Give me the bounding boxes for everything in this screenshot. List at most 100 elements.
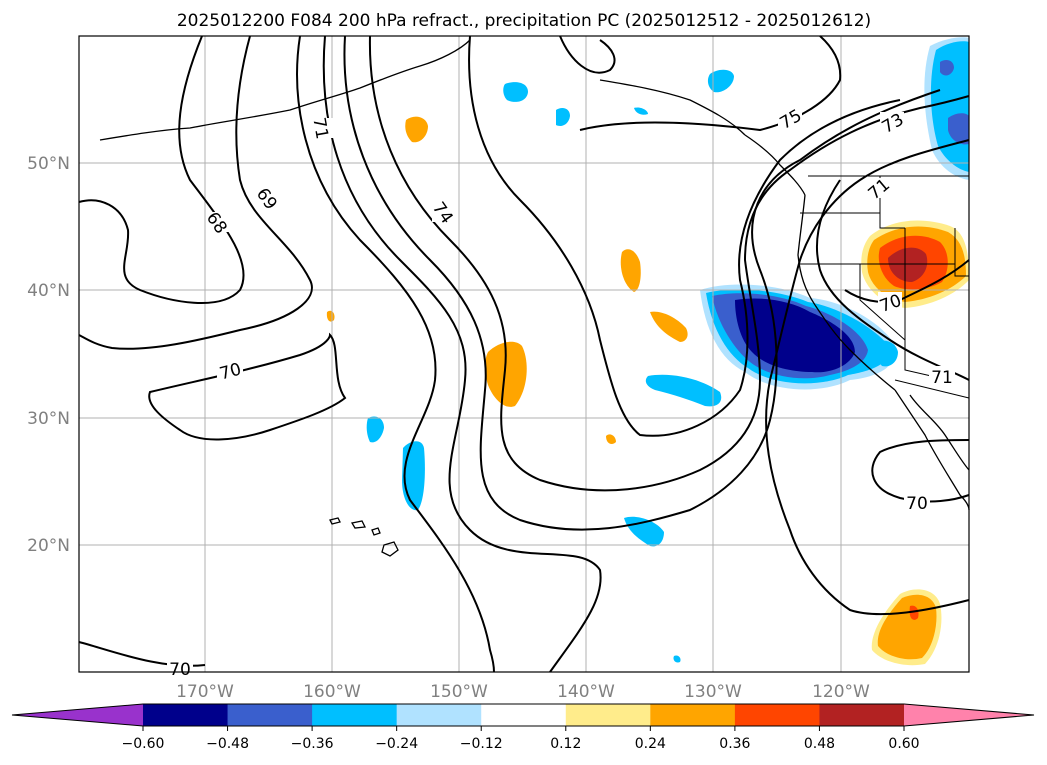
latitude-labels: 50°N 40°N 30°N 20°N: [27, 154, 70, 556]
coast-alaska-aleutians: [99, 39, 471, 141]
contour-labels: 68 69 71 74 75 73 71 70 70 71 70 70: [167, 106, 955, 680]
coast-hawaii-1: [329, 517, 341, 525]
lon-label-140w: 140°W: [557, 682, 615, 702]
colorbar-tick-label: −0.12: [460, 736, 503, 752]
contour-74: [368, 35, 970, 492]
contour-75: [468, 35, 901, 437]
colorbar-segment: [565, 704, 651, 726]
contour-label-70-mexico: 70: [906, 494, 928, 514]
contour-label-bg-4: [432, 202, 456, 222]
coast-alaska-south: [599, 79, 746, 136]
lat-label-30n: 30°N: [27, 409, 70, 429]
coast-california: [814, 304, 896, 391]
contour-label-70-south: 70: [169, 660, 191, 680]
contour-label-bg-12: [167, 658, 193, 672]
contour-label-bg-1: [206, 212, 230, 232]
negative-patch-9: [673, 655, 681, 663]
contour-70-southeast: [871, 439, 970, 503]
lat-label-20n: 20°N: [27, 536, 70, 556]
shaded-regions: [326, 37, 969, 666]
colorbar-segment: [819, 704, 905, 726]
map-border: [78, 35, 970, 673]
map-panel: 68 69 71 74 75 73 71 70 70 71 70 70: [78, 35, 970, 680]
colorbar-tick-label: −0.48: [206, 736, 249, 752]
lon-label-160w: 160°W: [303, 682, 361, 702]
colorbar-tick-label: 0.12: [550, 736, 581, 752]
contour-label-bg-8: [878, 292, 902, 312]
border-ut-co: [954, 228, 969, 277]
contour-label-bg-2: [256, 188, 280, 208]
contour-label-bg-9: [217, 360, 243, 380]
negative-patch-10: [634, 107, 648, 115]
border-ca-nv: [859, 264, 906, 341]
contour-71-b: [343, 35, 941, 531]
coast-bc-northwest: [744, 134, 806, 196]
border-az: [904, 340, 941, 379]
border-us-mexico: [894, 379, 970, 399]
coast-gulf-california: [909, 394, 970, 471]
negative-patch-3: [707, 69, 734, 93]
colorbar: −0.60 −0.48 −0.36 −0.24 −0.12 0.12 0.24 0.36 0.4…: [11, 703, 1035, 752]
negative-patch-8: [875, 340, 898, 367]
colorbar-tick-label: −0.60: [122, 736, 165, 752]
coast-baja: [894, 389, 970, 511]
colorbar-segment: [734, 704, 820, 726]
coast-hawaii-2: [350, 520, 367, 529]
colorbar-segment: [650, 704, 736, 726]
colorbar-tick-label: 0.36: [719, 736, 750, 752]
colorbar-segment: [227, 704, 313, 726]
negative-patch-1: [503, 82, 528, 102]
negative-region-northeast-core: [948, 113, 969, 145]
lon-label-170w: 170°W: [176, 682, 234, 702]
contour-70-mid: [296, 35, 495, 673]
colorbar-segment: [396, 704, 482, 726]
negative-patch-4: [645, 374, 722, 407]
colorbar-segment: [143, 704, 229, 726]
negative-patch-6: [366, 416, 384, 443]
negative-patch-2: [556, 108, 570, 126]
negative-region-northeast-core-2: [940, 60, 954, 76]
contour-label-bg-11: [904, 492, 930, 512]
contour-71-east: [816, 179, 970, 381]
contour-label-bg-7: [866, 178, 890, 198]
positive-region-mexico-core: [909, 605, 919, 620]
positive-patch-6: [606, 434, 616, 444]
lat-label-50n: 50°N: [27, 154, 70, 174]
coast-hawaii-3: [371, 527, 381, 536]
colorbar-tick-label: 0.60: [888, 736, 919, 752]
positive-patch-2: [405, 116, 428, 143]
colorbar-extend-high: [904, 704, 1034, 726]
contour-label-bg-3: [310, 118, 334, 138]
contour-69: [78, 35, 313, 350]
lat-label-40n: 40°N: [27, 281, 70, 301]
contour-71-a: [322, 35, 602, 673]
contour-label-bg-5: [778, 108, 802, 128]
colorbar-tick-label: −0.36: [291, 736, 334, 752]
negative-region-california-core: [735, 298, 855, 373]
contour-label-71-se: 71: [931, 368, 953, 388]
coastlines: [99, 39, 970, 557]
positive-patch-5: [326, 310, 335, 322]
contour-label-71: 71: [308, 116, 331, 141]
contour-70-loop: [148, 332, 347, 441]
lon-label-130w: 130°W: [684, 682, 742, 702]
colorbar-extend-low: [12, 704, 143, 726]
colorbar-segment: [481, 704, 567, 726]
contour-73: [765, 139, 970, 616]
longitude-labels: 170°W 160°W 150°W 140°W 130°W 120°W: [176, 682, 870, 702]
contour-north-loop: [559, 35, 616, 74]
refractivity-contours: [78, 35, 970, 673]
figure-title: 2025012200 F084 200 hPa refract., precip…: [177, 11, 871, 31]
positive-patch-3: [620, 249, 641, 292]
contour-label-bg-6: [880, 112, 904, 132]
contour-label-bg-10: [929, 366, 955, 386]
colorbar-tick-label: 0.48: [804, 736, 835, 752]
positive-patch-4: [650, 311, 688, 342]
lon-label-150w: 150°W: [430, 682, 488, 702]
gridlines: [79, 36, 969, 672]
contour-68: [78, 35, 245, 304]
coast-hawaii-4: [381, 541, 399, 557]
colorbar-tick-label: −0.24: [375, 736, 418, 752]
positive-patch-1: [485, 341, 527, 407]
